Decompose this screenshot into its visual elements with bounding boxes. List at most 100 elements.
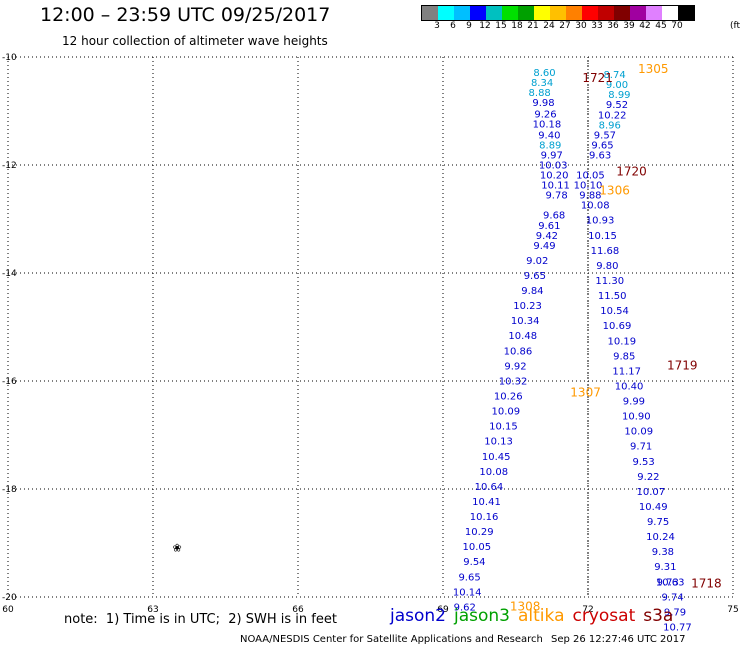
swh-value-cryosat: 10.15	[588, 231, 617, 242]
swh-value-jason2: 10.34	[511, 316, 540, 327]
color-swatch	[598, 6, 614, 20]
pass-time-label: 1307	[570, 385, 601, 399]
swh-value-cryosat: 10.08	[581, 201, 610, 212]
swh-value-cryosat: 9.74	[661, 592, 683, 603]
swh-value-cryosat: 10.77	[663, 623, 692, 634]
swh-value-cryosat: 9.88	[579, 191, 601, 202]
swh-value-jason2: 9.26	[534, 109, 556, 120]
swh-value-cryosat: 9.63	[589, 150, 611, 161]
swh-value-cryosat: 10.93	[586, 216, 615, 227]
swh-value-jason2: 9.40	[538, 130, 560, 141]
y-tick-label: -14	[2, 269, 17, 279]
swh-value-jason2: 10.29	[465, 527, 494, 538]
pass-time-label: 1305	[638, 62, 669, 76]
swh-value-cryosat: 9.99	[623, 397, 645, 408]
pass-time-label: 1721	[582, 71, 613, 85]
swh-value-cryosat: 10.09	[624, 427, 653, 438]
swh-value-cryosat: 11.17	[612, 366, 641, 377]
x-tick-label: 72	[582, 605, 593, 615]
swh-value-jason2: 8.89	[539, 140, 561, 151]
swh-value-cryosat: 10.90	[622, 412, 651, 423]
credit-text: NOAA/NESDIS Center for Satellite Applica…	[240, 634, 543, 645]
y-tick-label: -16	[2, 377, 17, 387]
data-points: 8.888.349.989.2610.189.408.899.9710.0310…	[453, 68, 692, 633]
swh-value-jason2: 10.05	[463, 542, 492, 553]
island-outline-icon: ❀	[173, 542, 182, 555]
swh-value-jason2: 8.88	[529, 88, 551, 99]
swh-value-cryosat: 10.19	[608, 336, 637, 347]
color-scale-bar	[421, 5, 695, 21]
swh-value-cryosat: 10.22	[598, 110, 627, 121]
swh-value-jason2: 10.03	[539, 160, 568, 171]
pass-time-label: 1306	[599, 184, 630, 198]
color-scale-tick: 39	[623, 21, 635, 31]
color-scale-tick: 45	[655, 21, 667, 31]
swh-value-cryosat: 9.85	[613, 351, 635, 362]
color-scale-tick: 9	[466, 21, 472, 31]
swh-value-cryosat: 8.96	[599, 120, 621, 131]
swh-value-cryosat: 11.50	[598, 291, 627, 302]
color-swatch	[470, 6, 486, 20]
swh-value-jason2: 10.45	[482, 452, 511, 463]
swh-value-jason2: 10.14	[453, 587, 482, 598]
y-tick-label: -10	[2, 53, 17, 63]
color-swatch	[662, 6, 678, 20]
swh-value-cryosat: 9.53	[632, 457, 654, 468]
x-tick-label: 66	[292, 605, 304, 615]
color-scale-tick: 27	[559, 21, 571, 31]
swh-value-jason2: 9.65	[524, 271, 546, 282]
swh-value-cryosat: 10.05	[576, 171, 605, 182]
color-scale-tick: 3	[434, 21, 440, 31]
swh-value-jason2: 9.98	[532, 98, 554, 109]
swh-value-jason2: 10.11	[541, 181, 570, 192]
swh-value-cryosat: 10.07	[637, 487, 666, 498]
swh-value-cryosat: 10.54	[600, 306, 629, 317]
swh-value-cryosat: 9.00	[606, 80, 628, 91]
color-scale-tick: 70	[671, 21, 683, 31]
color-swatch	[486, 6, 502, 20]
pass-time-label: 1720	[616, 165, 647, 179]
color-scale-tick: 30	[575, 21, 587, 31]
swh-value-cryosat: 10.24	[646, 532, 675, 543]
swh-value-cryosat: 9.57	[594, 130, 616, 141]
swh-value-cryosat: 8.60	[533, 68, 555, 79]
color-swatch	[646, 6, 662, 20]
color-scale-tick: 12	[479, 21, 491, 31]
color-swatch	[566, 6, 582, 20]
swh-value-jason2: 9.68	[543, 211, 565, 222]
x-tick-label: 75	[727, 605, 738, 615]
color-scale-tick: 15	[495, 21, 507, 31]
swh-value-jason2: 8.34	[531, 78, 553, 89]
grid-lines	[7, 56, 734, 598]
swh-value-cryosat: 9.75	[647, 517, 669, 528]
swh-value-cryosat: 9.38	[652, 547, 674, 558]
swh-value-jason2: 10.15	[489, 422, 518, 433]
y-tick-label: -20	[2, 593, 17, 603]
swh-value-jason2: 10.13	[484, 437, 513, 448]
swh-value-cryosat: 9.71	[630, 442, 652, 453]
swh-value-jason2: 10.20	[540, 171, 569, 182]
y-tick-label: -12	[2, 161, 17, 171]
color-scale-tick: 33	[591, 21, 603, 31]
legend-item-altika: altika	[518, 606, 565, 626]
swh-value-cryosat: 8.99	[608, 90, 630, 101]
color-scale-tick: 21	[527, 21, 539, 31]
chart-title: 12:00 – 23:59 UTC 09/25/2017	[40, 4, 331, 26]
swh-value-jason2: 9.78	[545, 191, 567, 202]
color-scale-tick: 18	[511, 21, 523, 31]
color-swatch	[678, 6, 694, 20]
swh-value-cryosat: 9.65	[591, 140, 613, 151]
legend-item-cryosat: cryosat	[572, 606, 636, 626]
swh-value-cryosat: 9.31	[654, 562, 676, 573]
legend-item-jason3: jason3	[454, 606, 510, 626]
color-scale-tick: 36	[607, 21, 619, 31]
pass-time-label: 1718	[691, 576, 722, 590]
y-tick-label: -18	[2, 485, 17, 495]
time-labels: 1721 1305 1720 1306 1719 1307 1718 1308 ❀	[173, 62, 722, 613]
color-swatch	[582, 6, 598, 20]
color-swatch	[422, 6, 438, 20]
legend-item-jason2: jason2	[390, 606, 446, 626]
color-swatch	[438, 6, 454, 20]
color-scale-tick: 24	[543, 21, 555, 31]
color-swatch	[534, 6, 550, 20]
